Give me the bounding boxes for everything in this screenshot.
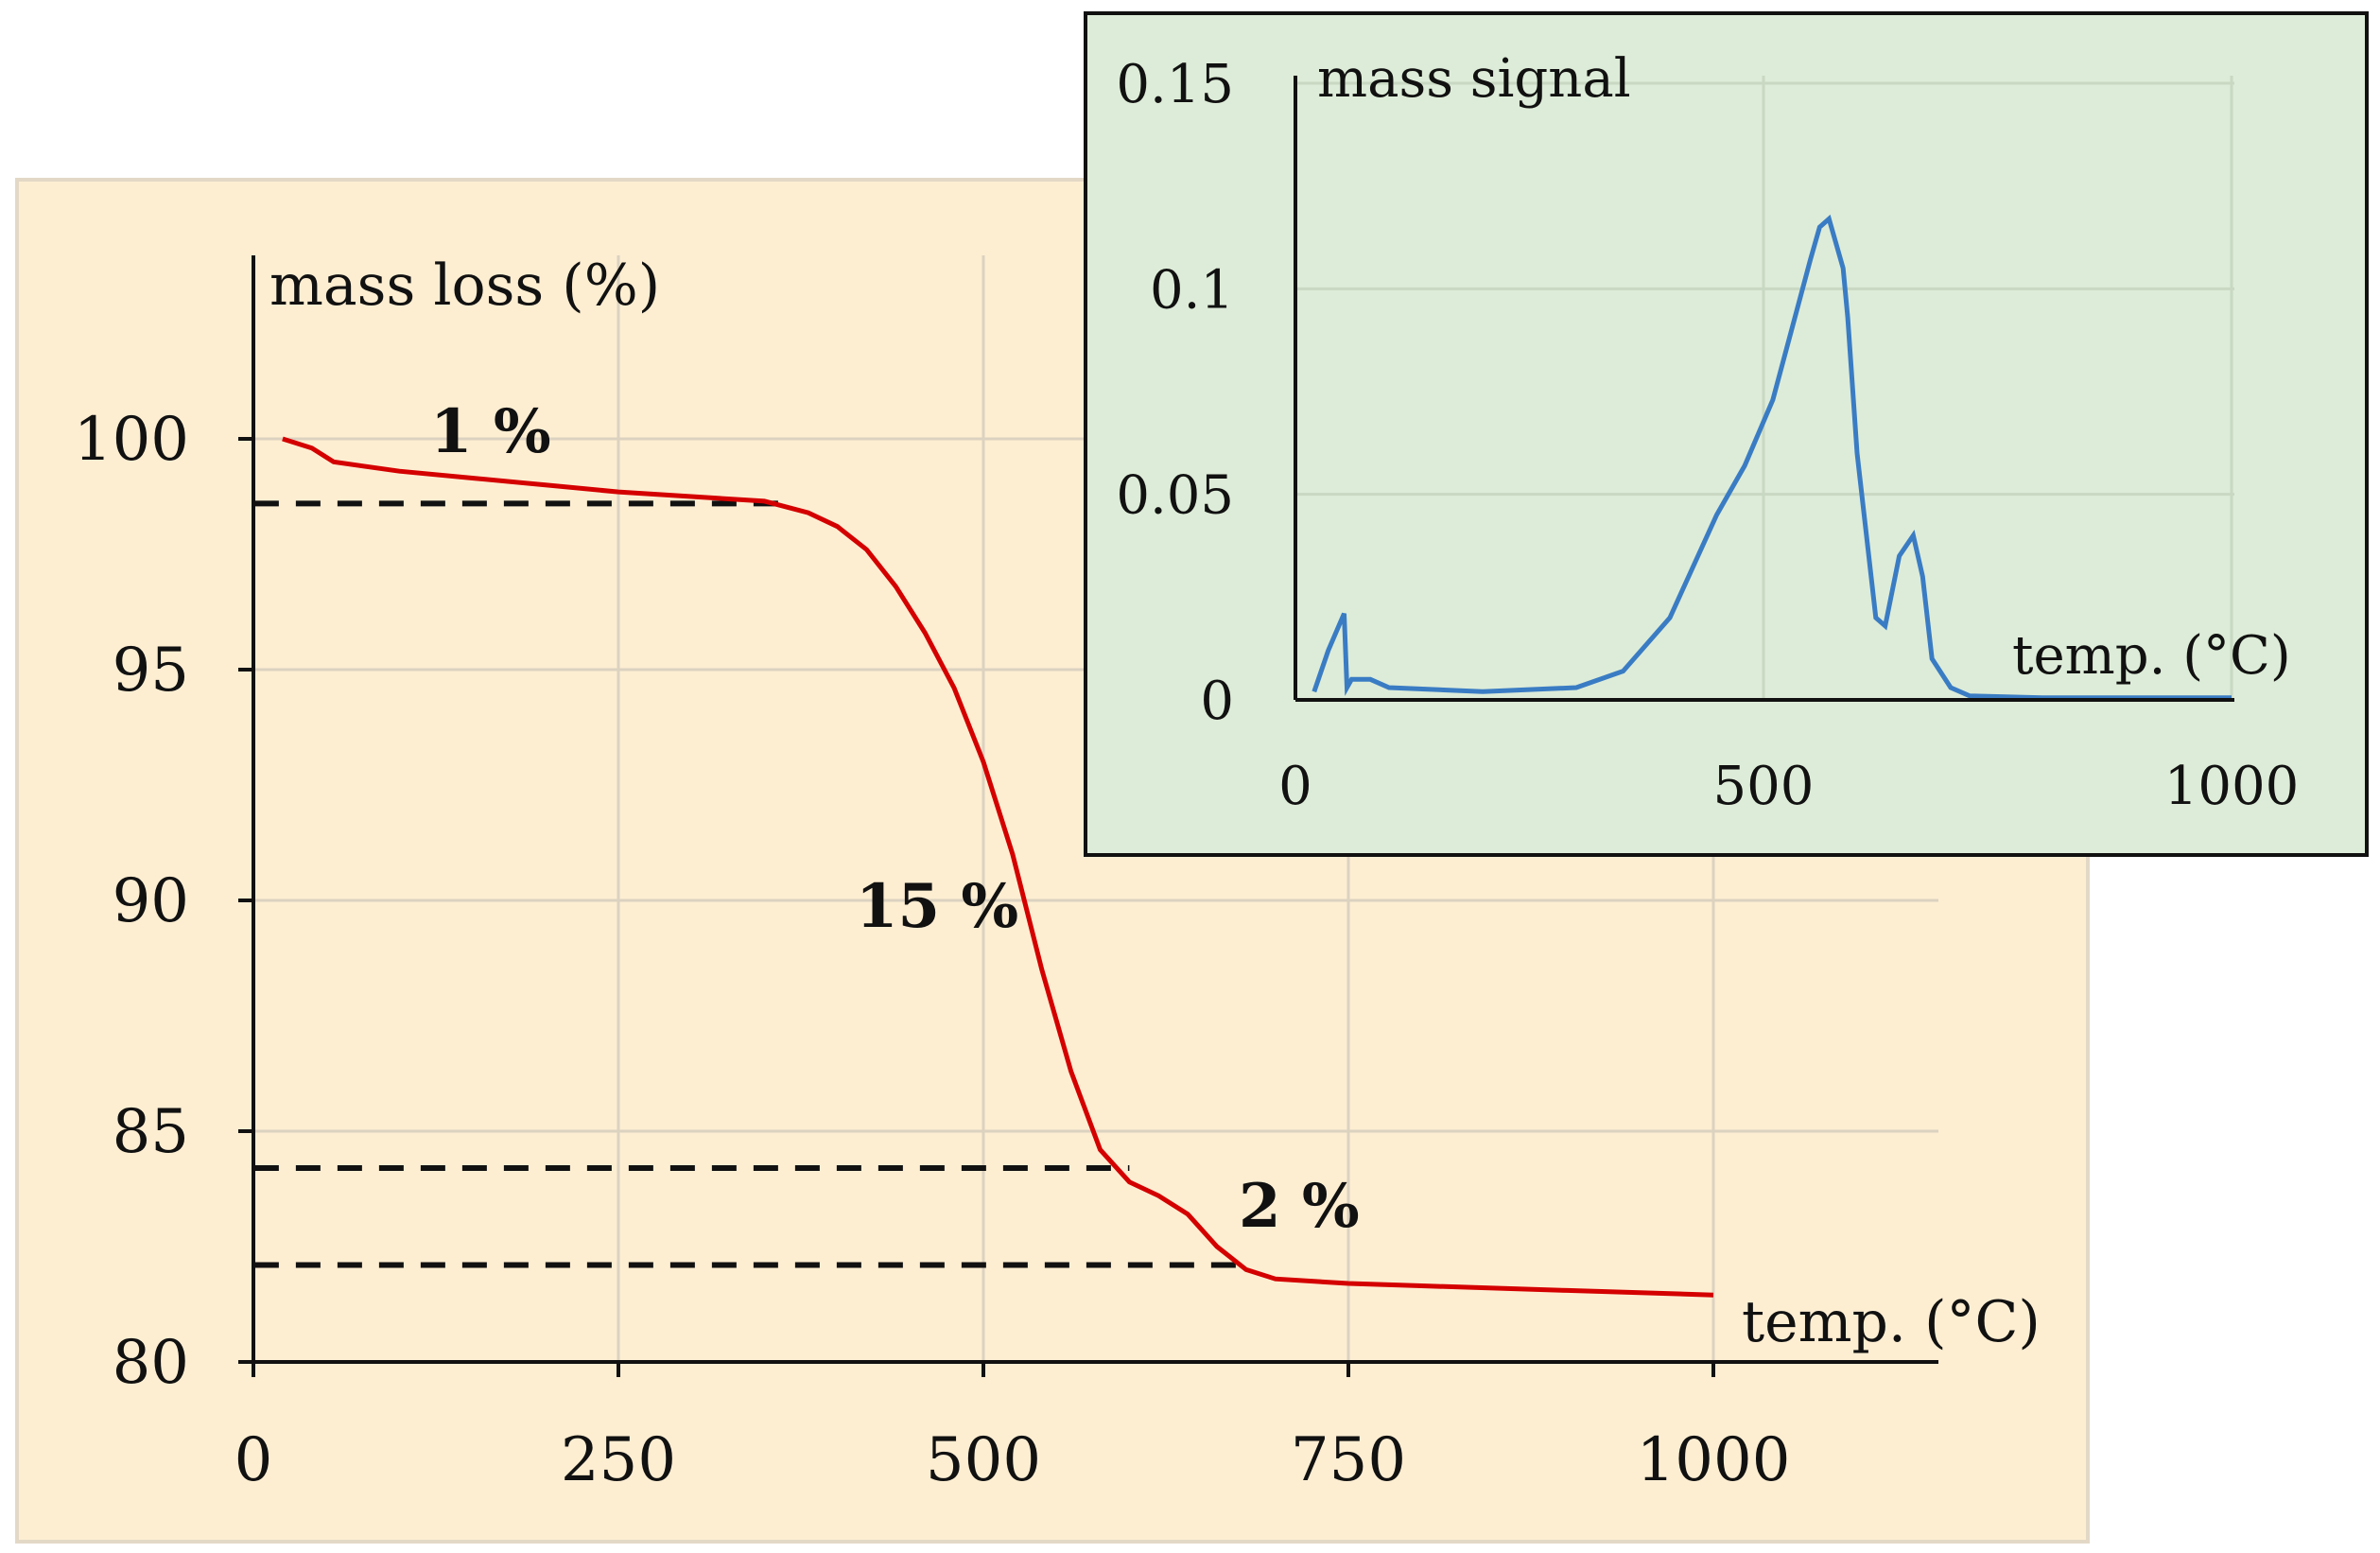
- main-axes: [238, 255, 1938, 1377]
- inset-y-tick-label: 0.05: [1116, 465, 1234, 527]
- main-x-tick-label: 0: [235, 1425, 273, 1495]
- inset-y-axis-label: mass signal: [1317, 48, 1631, 110]
- main-y-tick-label: 95: [113, 636, 189, 706]
- main-y-axis-label: mass loss (%): [269, 253, 660, 319]
- main-y-tick-label: 85: [113, 1097, 189, 1167]
- inset-y-tick-label: 0.1: [1150, 259, 1234, 321]
- main-y-tick-label: 100: [74, 405, 189, 475]
- inset-x-tick-label: 0: [1278, 756, 1312, 817]
- inset-tick-labels: 0 500 1000 0 0.05 0.1 0.15: [1116, 54, 2299, 817]
- main-x-tick-label: 250: [561, 1425, 676, 1495]
- inset-x-tick-label: 500: [1713, 756, 1815, 817]
- main-x-tick-label: 500: [926, 1425, 1041, 1495]
- inset-axes: [1294, 76, 2234, 702]
- inset-chart: 0 500 1000 0 0.05 0.1 0.15 mass signal temp. (…: [1084, 11, 2369, 857]
- main-annotations: 1 % 15 % 2 %: [430, 396, 1360, 1242]
- inset-chart-background: [1084, 11, 2369, 857]
- inset-grid: [1295, 76, 2234, 700]
- main-x-tick-label: 750: [1291, 1425, 1406, 1495]
- main-y-tick-label: 80: [113, 1328, 189, 1398]
- main-y-tick-label: 90: [113, 866, 189, 936]
- main-reference-lines: [253, 500, 1246, 1268]
- inset-y-tick-label: 0: [1200, 671, 1234, 732]
- inset-series-line: [1312, 214, 2232, 701]
- main-annotation-1: 1 %: [430, 396, 551, 467]
- main-annotation-2: 15 %: [856, 871, 1018, 942]
- main-tick-labels: 0 250 500 750 1000 80 85 90 95 100: [74, 405, 1791, 1495]
- inset-x-axis-label: temp. (°C): [2012, 625, 2291, 687]
- main-x-tick-label: 1000: [1637, 1425, 1791, 1495]
- main-annotation-3: 2 %: [1239, 1171, 1360, 1242]
- main-x-axis-label: temp. (°C): [1742, 1289, 2041, 1355]
- inset-y-tick-label: 0.15: [1116, 54, 1234, 115]
- inset-x-tick-label: 1000: [2164, 756, 2300, 817]
- main-series-line: [282, 436, 1714, 1298]
